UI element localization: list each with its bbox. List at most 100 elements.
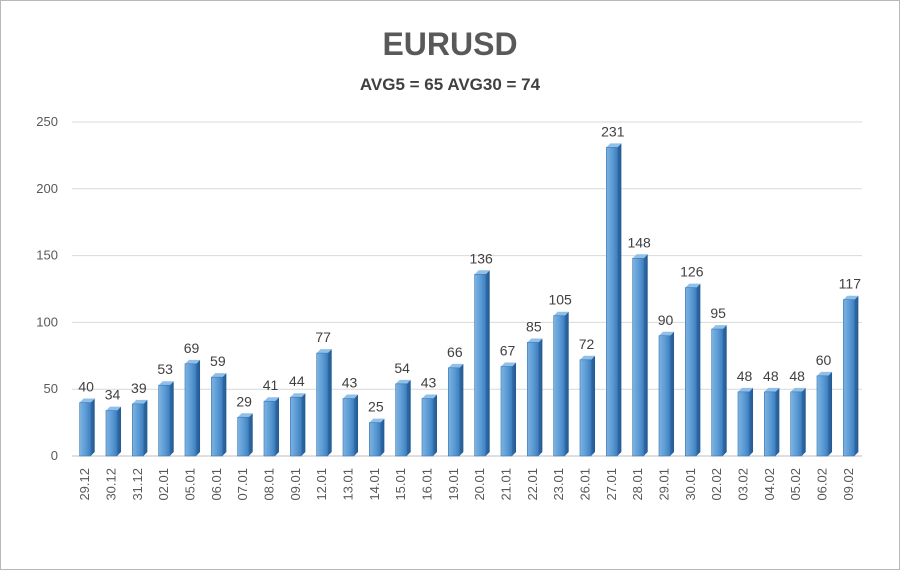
bar: [316, 349, 332, 457]
x-tick-label: 07.01: [235, 468, 250, 501]
bar-side: [801, 387, 806, 456]
chart-title: EURUSD: [382, 26, 518, 62]
data-label: 95: [710, 305, 726, 321]
bar: [263, 397, 280, 457]
bar-front: [184, 363, 197, 457]
y-tick-label: 250: [36, 114, 58, 129]
bar-front: [263, 400, 276, 457]
bar-front: [474, 274, 486, 457]
bar-front: [500, 366, 513, 457]
bar-top: [658, 331, 675, 336]
bar: [527, 338, 543, 457]
x-tick-label: 09.02: [841, 468, 856, 501]
bar-front: [711, 328, 723, 457]
bar-side: [354, 394, 359, 456]
bar-top: [737, 387, 754, 392]
bar-top: [79, 398, 95, 403]
bar-side: [591, 355, 596, 456]
data-label: 59: [210, 353, 226, 369]
bar: [711, 325, 727, 457]
bar-front: [790, 391, 802, 457]
data-label: 48: [763, 368, 779, 384]
bar-front: [448, 367, 460, 457]
bar-top: [764, 387, 780, 392]
bar: [658, 331, 675, 457]
x-tick-label: 28.01: [630, 468, 645, 501]
bar: [579, 355, 596, 457]
bar: [737, 387, 754, 457]
bar-front: [658, 335, 671, 457]
bar-top: [579, 355, 596, 360]
gridlines: [72, 121, 862, 457]
bar-side: [485, 270, 490, 456]
data-label: 105: [548, 292, 572, 308]
data-label: 48: [789, 368, 805, 384]
bar-side: [564, 311, 569, 456]
bar-top: [816, 371, 833, 376]
bar-front: [527, 342, 539, 457]
bar-top: [527, 338, 543, 343]
x-tick-label: 21.01: [499, 468, 514, 501]
bar: [448, 363, 464, 457]
bar: [632, 254, 648, 457]
y-tick-label: 50: [44, 381, 58, 396]
bar-side: [327, 349, 332, 456]
data-label: 90: [658, 312, 674, 328]
bar: [790, 387, 806, 457]
bar-top: [395, 379, 411, 384]
x-tick-label: 03.02: [736, 468, 751, 501]
bar-top: [184, 359, 201, 364]
bar: [685, 283, 701, 457]
bar-side: [143, 399, 148, 456]
data-labels: 40 34 39 53 69 59 29 41 44 77 43 25 54 43 66 136 67 85 105…: [78, 123, 861, 414]
bar-front: [369, 422, 381, 457]
bar-top: [237, 413, 253, 418]
x-tick-label: 02.02: [709, 468, 724, 501]
y-tick-label: 200: [36, 181, 58, 196]
bar-side: [459, 363, 464, 456]
data-label: 44: [289, 373, 305, 389]
x-tick-label: 12.01: [314, 468, 329, 501]
x-tick-label: 04.02: [762, 468, 777, 501]
bar-side: [512, 362, 517, 456]
bar-side: [538, 338, 543, 456]
bar-top: [632, 254, 648, 259]
bar-front: [421, 398, 434, 457]
x-tick-label: 06.02: [815, 468, 830, 501]
bar-side: [406, 379, 411, 456]
bar: [421, 394, 438, 457]
bar-side: [617, 143, 622, 456]
bar-front: [606, 147, 618, 457]
bars: [79, 143, 859, 457]
bar-top: [211, 373, 227, 378]
bar: [79, 398, 95, 457]
data-label: 67: [500, 342, 516, 358]
x-tick-label: 16.01: [420, 468, 435, 501]
x-tick-label: 05.02: [788, 468, 803, 501]
x-tick-label: 02.01: [156, 468, 171, 501]
bar-side: [775, 387, 780, 456]
bar: [105, 406, 122, 457]
bar-front: [816, 375, 829, 457]
bar-top: [843, 295, 859, 300]
bar: [553, 311, 569, 457]
bar: [290, 393, 306, 457]
data-label: 40: [78, 379, 94, 395]
data-label: 43: [342, 375, 358, 391]
bar: [816, 371, 833, 457]
bar-side: [196, 359, 201, 456]
bar-front: [79, 402, 91, 457]
x-tick-label: 13.01: [341, 468, 356, 501]
x-tick-label: 27.01: [604, 468, 619, 501]
bar-front: [764, 391, 776, 457]
data-label: 231: [601, 123, 625, 139]
data-label: 39: [131, 380, 147, 396]
bar-side: [275, 397, 280, 456]
bar-front: [158, 384, 170, 457]
bar: [764, 387, 780, 457]
bar-front: [237, 416, 249, 457]
data-label: 85: [526, 318, 542, 334]
bar: [500, 362, 517, 457]
